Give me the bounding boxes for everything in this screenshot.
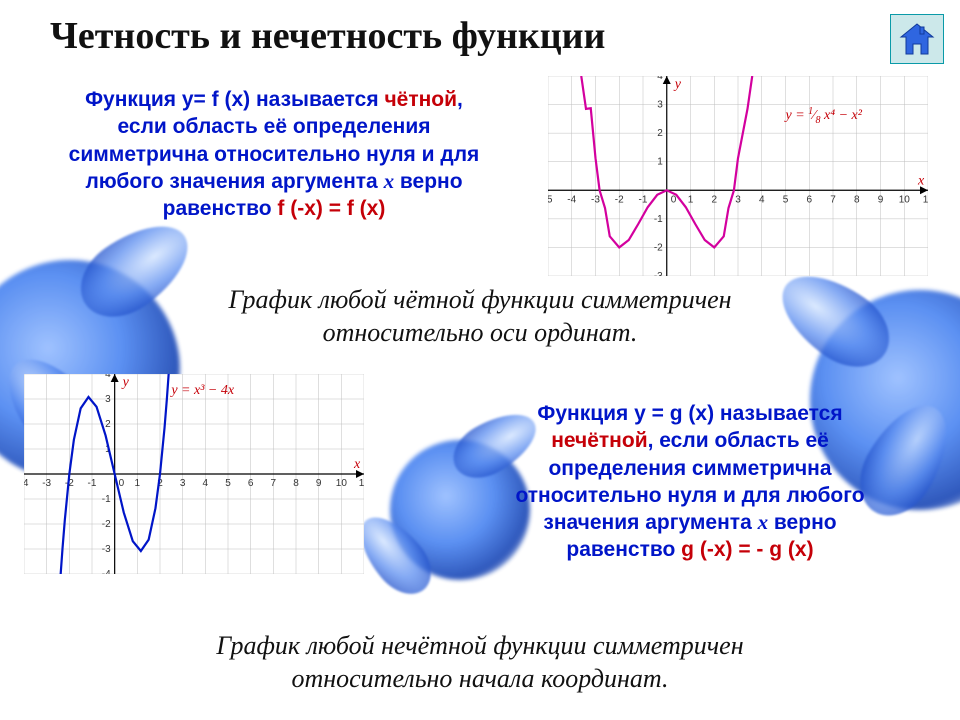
svg-text:6: 6 bbox=[806, 194, 812, 205]
txt: Функция bbox=[537, 402, 634, 425]
even-keyword: чётной bbox=[384, 88, 457, 111]
txt: любого значения аргумента bbox=[85, 170, 383, 193]
svg-text:-1: -1 bbox=[102, 494, 111, 505]
odd-equation: g (-x) = - g (x) bbox=[681, 538, 813, 561]
txt: График любой чётной функции симметричен bbox=[120, 284, 840, 317]
svg-text:-2: -2 bbox=[102, 519, 111, 530]
svg-text:3: 3 bbox=[735, 194, 741, 205]
svg-text:-2: -2 bbox=[654, 242, 663, 253]
svg-text:-3: -3 bbox=[654, 271, 663, 276]
svg-text:3: 3 bbox=[105, 394, 111, 405]
svg-text:4: 4 bbox=[203, 478, 209, 489]
svg-text:y = x³ − 4x: y = x³ − 4x bbox=[169, 383, 235, 398]
svg-text:4: 4 bbox=[657, 76, 663, 82]
page-title: Четность и нечетность функции bbox=[50, 14, 840, 58]
svg-text:8: 8 bbox=[293, 478, 299, 489]
svg-text:10: 10 bbox=[899, 194, 911, 205]
txt: относительно оси ординат. bbox=[120, 317, 840, 350]
arg-x: x bbox=[758, 510, 769, 534]
odd-function-chart: -4-3-2-11234567891011-4-3-2-112340yxy = … bbox=[24, 374, 364, 574]
svg-text:2: 2 bbox=[105, 419, 111, 430]
svg-text:-2: -2 bbox=[615, 194, 624, 205]
svg-text:y = 1⁄8 x⁴ − x²: y = 1⁄8 x⁴ − x² bbox=[784, 106, 863, 126]
svg-text:-4: -4 bbox=[102, 569, 111, 574]
txt: определения симметрична bbox=[450, 455, 930, 482]
svg-text:8: 8 bbox=[854, 194, 860, 205]
svg-text:x: x bbox=[917, 173, 925, 188]
svg-text:2: 2 bbox=[657, 128, 663, 139]
svg-text:-1: -1 bbox=[654, 214, 663, 225]
home-button[interactable] bbox=[890, 14, 944, 64]
svg-text:-4: -4 bbox=[24, 478, 29, 489]
svg-text:0: 0 bbox=[119, 478, 125, 489]
txt: симметрична относительно нуля и для bbox=[24, 141, 524, 168]
svg-text:1: 1 bbox=[135, 478, 141, 489]
txt: значения аргумента bbox=[543, 511, 757, 534]
svg-text:-4: -4 bbox=[567, 194, 576, 205]
svg-text:-1: -1 bbox=[88, 478, 97, 489]
svg-text:11: 11 bbox=[359, 478, 364, 489]
txt: относительно нуля и для любого bbox=[450, 482, 930, 509]
arg-x: x bbox=[384, 169, 395, 193]
txt: , bbox=[457, 88, 463, 111]
svg-text:-3: -3 bbox=[42, 478, 51, 489]
odd-keyword: нечётной bbox=[551, 429, 647, 452]
svg-text:5: 5 bbox=[225, 478, 231, 489]
svg-text:3: 3 bbox=[180, 478, 186, 489]
txt: , если область её bbox=[648, 429, 829, 452]
svg-text:-1: -1 bbox=[639, 194, 648, 205]
svg-text:7: 7 bbox=[271, 478, 277, 489]
svg-text:5: 5 bbox=[783, 194, 789, 205]
svg-text:-5: -5 bbox=[548, 194, 553, 205]
odd-symmetry-note: График любой нечётной функции симметриче… bbox=[120, 630, 840, 695]
svg-text:9: 9 bbox=[316, 478, 322, 489]
svg-text:x: x bbox=[353, 457, 361, 472]
home-icon bbox=[899, 22, 935, 56]
txt: называется bbox=[714, 402, 842, 425]
svg-text:y: y bbox=[121, 375, 130, 390]
svg-text:y: y bbox=[673, 77, 682, 92]
svg-text:1: 1 bbox=[657, 157, 663, 168]
even-definition: Функция y= f (x) называется чётной, если… bbox=[24, 86, 524, 222]
txt: верно bbox=[768, 511, 837, 534]
svg-text:4: 4 bbox=[105, 374, 111, 380]
txt: равенство bbox=[163, 197, 278, 220]
svg-text:9: 9 bbox=[878, 194, 884, 205]
svg-text:11: 11 bbox=[923, 194, 928, 205]
even-function-chart: -5-4-3-2-11234567891011-3-2-112340yxy = … bbox=[548, 76, 928, 276]
svg-text:3: 3 bbox=[657, 100, 663, 111]
odd-definition: Функция y = g (x) называется нечётной, е… bbox=[450, 400, 930, 564]
svg-text:-3: -3 bbox=[102, 544, 111, 555]
svg-text:7: 7 bbox=[830, 194, 836, 205]
txt: График любой нечётной функции симметриче… bbox=[120, 630, 840, 663]
txt: равенство bbox=[566, 538, 681, 561]
svg-text:6: 6 bbox=[248, 478, 254, 489]
svg-text:1: 1 bbox=[688, 194, 694, 205]
txt: Функция bbox=[85, 88, 182, 111]
svg-text:-3: -3 bbox=[591, 194, 600, 205]
txt: относительно начала координат. bbox=[120, 663, 840, 696]
txt: верно bbox=[394, 170, 463, 193]
svg-text:10: 10 bbox=[336, 478, 348, 489]
svg-text:4: 4 bbox=[759, 194, 765, 205]
even-symmetry-note: График любой чётной функции симметричен … bbox=[120, 284, 840, 349]
txt: если область её определения bbox=[24, 113, 524, 140]
txt: называется bbox=[250, 88, 384, 111]
txt: y= f (x) bbox=[182, 88, 250, 111]
even-equation: f (-x) = f (x) bbox=[277, 197, 385, 220]
txt: y = g (x) bbox=[634, 402, 714, 425]
svg-text:2: 2 bbox=[711, 194, 717, 205]
